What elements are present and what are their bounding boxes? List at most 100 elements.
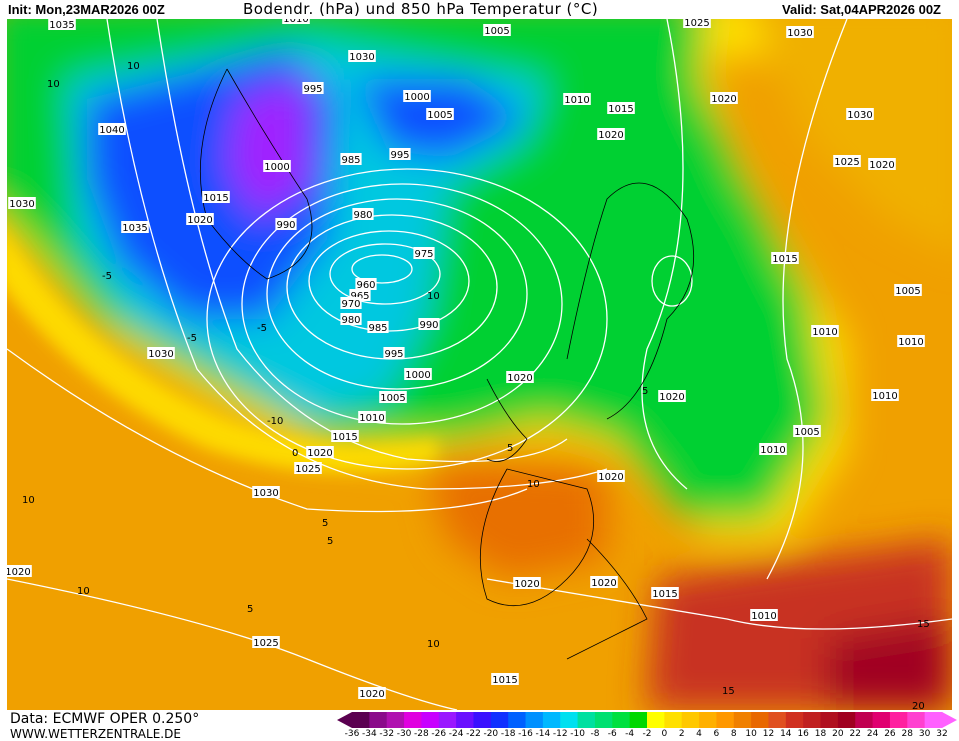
isobar-label: 1000 [263,160,291,173]
legend-tick: -8 [590,729,600,739]
svg-text:1020: 1020 [187,215,212,226]
isobar-label: 995 [389,148,411,161]
legend-swatch [733,712,752,728]
isobar-label: 1025 [683,19,711,29]
isobar-label: 980 [340,313,362,326]
legend-tick: -14 [535,729,551,739]
isobar-label: 975 [413,247,435,260]
temperature-label: 20 [912,701,925,710]
isobar-label: 1010 [811,325,839,338]
legend-swatch [647,712,665,728]
legend-tick: 0 [661,729,668,739]
isobar-label: 1000 [403,90,431,103]
isobar-label: 1020 [710,92,738,105]
svg-text:960: 960 [356,280,375,291]
legend-tick: 28 [901,729,914,739]
legend-tick: -26 [431,729,447,739]
svg-text:1030: 1030 [349,52,374,63]
isobar-label: 995 [302,82,324,95]
isobar-label: 1020 [868,158,896,171]
isobar-label: 1015 [771,252,799,265]
legend-tick: -22 [466,729,481,739]
svg-text:1010: 1010 [872,391,897,402]
legend-tick: -24 [448,729,464,739]
legend-swatch [542,712,561,728]
legend-tick: 26 [884,729,896,739]
legend-swatch [369,712,388,728]
svg-text:985: 985 [341,155,360,166]
isobar-label: 1010 [358,411,386,424]
legend-tick: 12 [762,729,775,739]
legend-tick: -20 [483,729,499,739]
isobar-label: 1035 [121,221,149,234]
legend-swatch [785,712,804,728]
svg-text:975: 975 [414,249,433,260]
svg-text:1040: 1040 [99,125,124,136]
isobar-label: 1030 [846,108,874,121]
svg-text:1015: 1015 [492,675,517,686]
isobar-label: 1010 [282,19,310,25]
legend-tick: 4 [696,729,702,739]
svg-text:1020: 1020 [591,578,616,589]
legend-tick: -28 [414,729,429,739]
svg-text:1030: 1030 [148,349,173,360]
isobar-label: 1010 [750,609,778,622]
svg-text:1030: 1030 [253,488,278,499]
isobar-label: 1000 [404,368,432,381]
legend-arrow-high [942,712,957,728]
isobar-label: 1030 [147,347,175,360]
legend-swatch [820,712,839,728]
legend-tick: -16 [518,729,533,739]
legend-tick: -6 [607,729,617,739]
legend-swatch [716,712,735,728]
isobar-label: 1005 [483,24,511,37]
legend-swatch [490,712,509,728]
legend-tick: 24 [866,729,879,739]
legend-ticks: -36 -34 -32 -30 -28 -26 -24 -22 -20 -18 -16 -14 -12-… [340,729,955,741]
legend-tick: 8 [730,729,737,739]
legend-swatch [560,712,579,728]
legend-tick: 20 [832,729,844,739]
legend-tick: -18 [500,729,516,739]
temperature-label: 0 [292,448,298,459]
svg-text:990: 990 [276,220,295,231]
temperature-label: 5 [322,518,328,529]
svg-text:1005: 1005 [380,393,405,404]
svg-text:1015: 1015 [203,193,228,204]
svg-text:995: 995 [303,84,322,95]
isobar-label: 1025 [833,155,861,168]
isobar-label: 1030 [786,26,814,39]
svg-text:1005: 1005 [895,286,920,297]
svg-text:1000: 1000 [404,92,429,103]
temperature-field: 1035 1010 1005 1025 1030 995 1030 1000 1005 1010 1… [7,19,952,710]
svg-text:1000: 1000 [405,370,430,381]
isobar-label: 1020 [590,576,618,589]
isobar-label: 1030 [252,486,280,499]
isobar-labels: 1035 1010 1005 1025 1030 995 1030 1000 1005 1010 1… [7,19,930,710]
isobar-label: 1020 [597,470,625,483]
svg-text:980: 980 [341,315,360,326]
isobar-label: 985 [340,153,362,166]
isobar-label: 1020 [506,371,534,384]
isobar-label: 1020 [597,128,625,141]
isobar-label: 970 [340,297,362,310]
data-source: Data: ECMWF OPER 0.250° [10,711,200,727]
legend-tick: 30 [918,729,931,739]
isobar-label: 1015 [202,191,230,204]
color-legend [337,712,957,728]
svg-text:1020: 1020 [869,160,894,171]
legend-swatch [456,712,474,728]
isobar-label: 1015 [607,102,635,115]
svg-text:1010: 1010 [283,19,308,25]
isobar-label: 1020 [658,390,686,403]
svg-text:1020: 1020 [507,373,532,384]
svg-text:1015: 1015 [772,254,797,265]
isobar-label: 1010 [759,443,787,456]
isobar-label: 1020 [358,687,386,700]
valid-time: Valid: Sat,04APR2026 00Z [782,2,941,17]
legend-tick: 2 [678,729,685,739]
legend-tick: -10 [570,729,585,739]
svg-text:1020: 1020 [359,689,384,700]
legend-swatch [907,712,926,728]
legend-swatch [386,712,405,728]
